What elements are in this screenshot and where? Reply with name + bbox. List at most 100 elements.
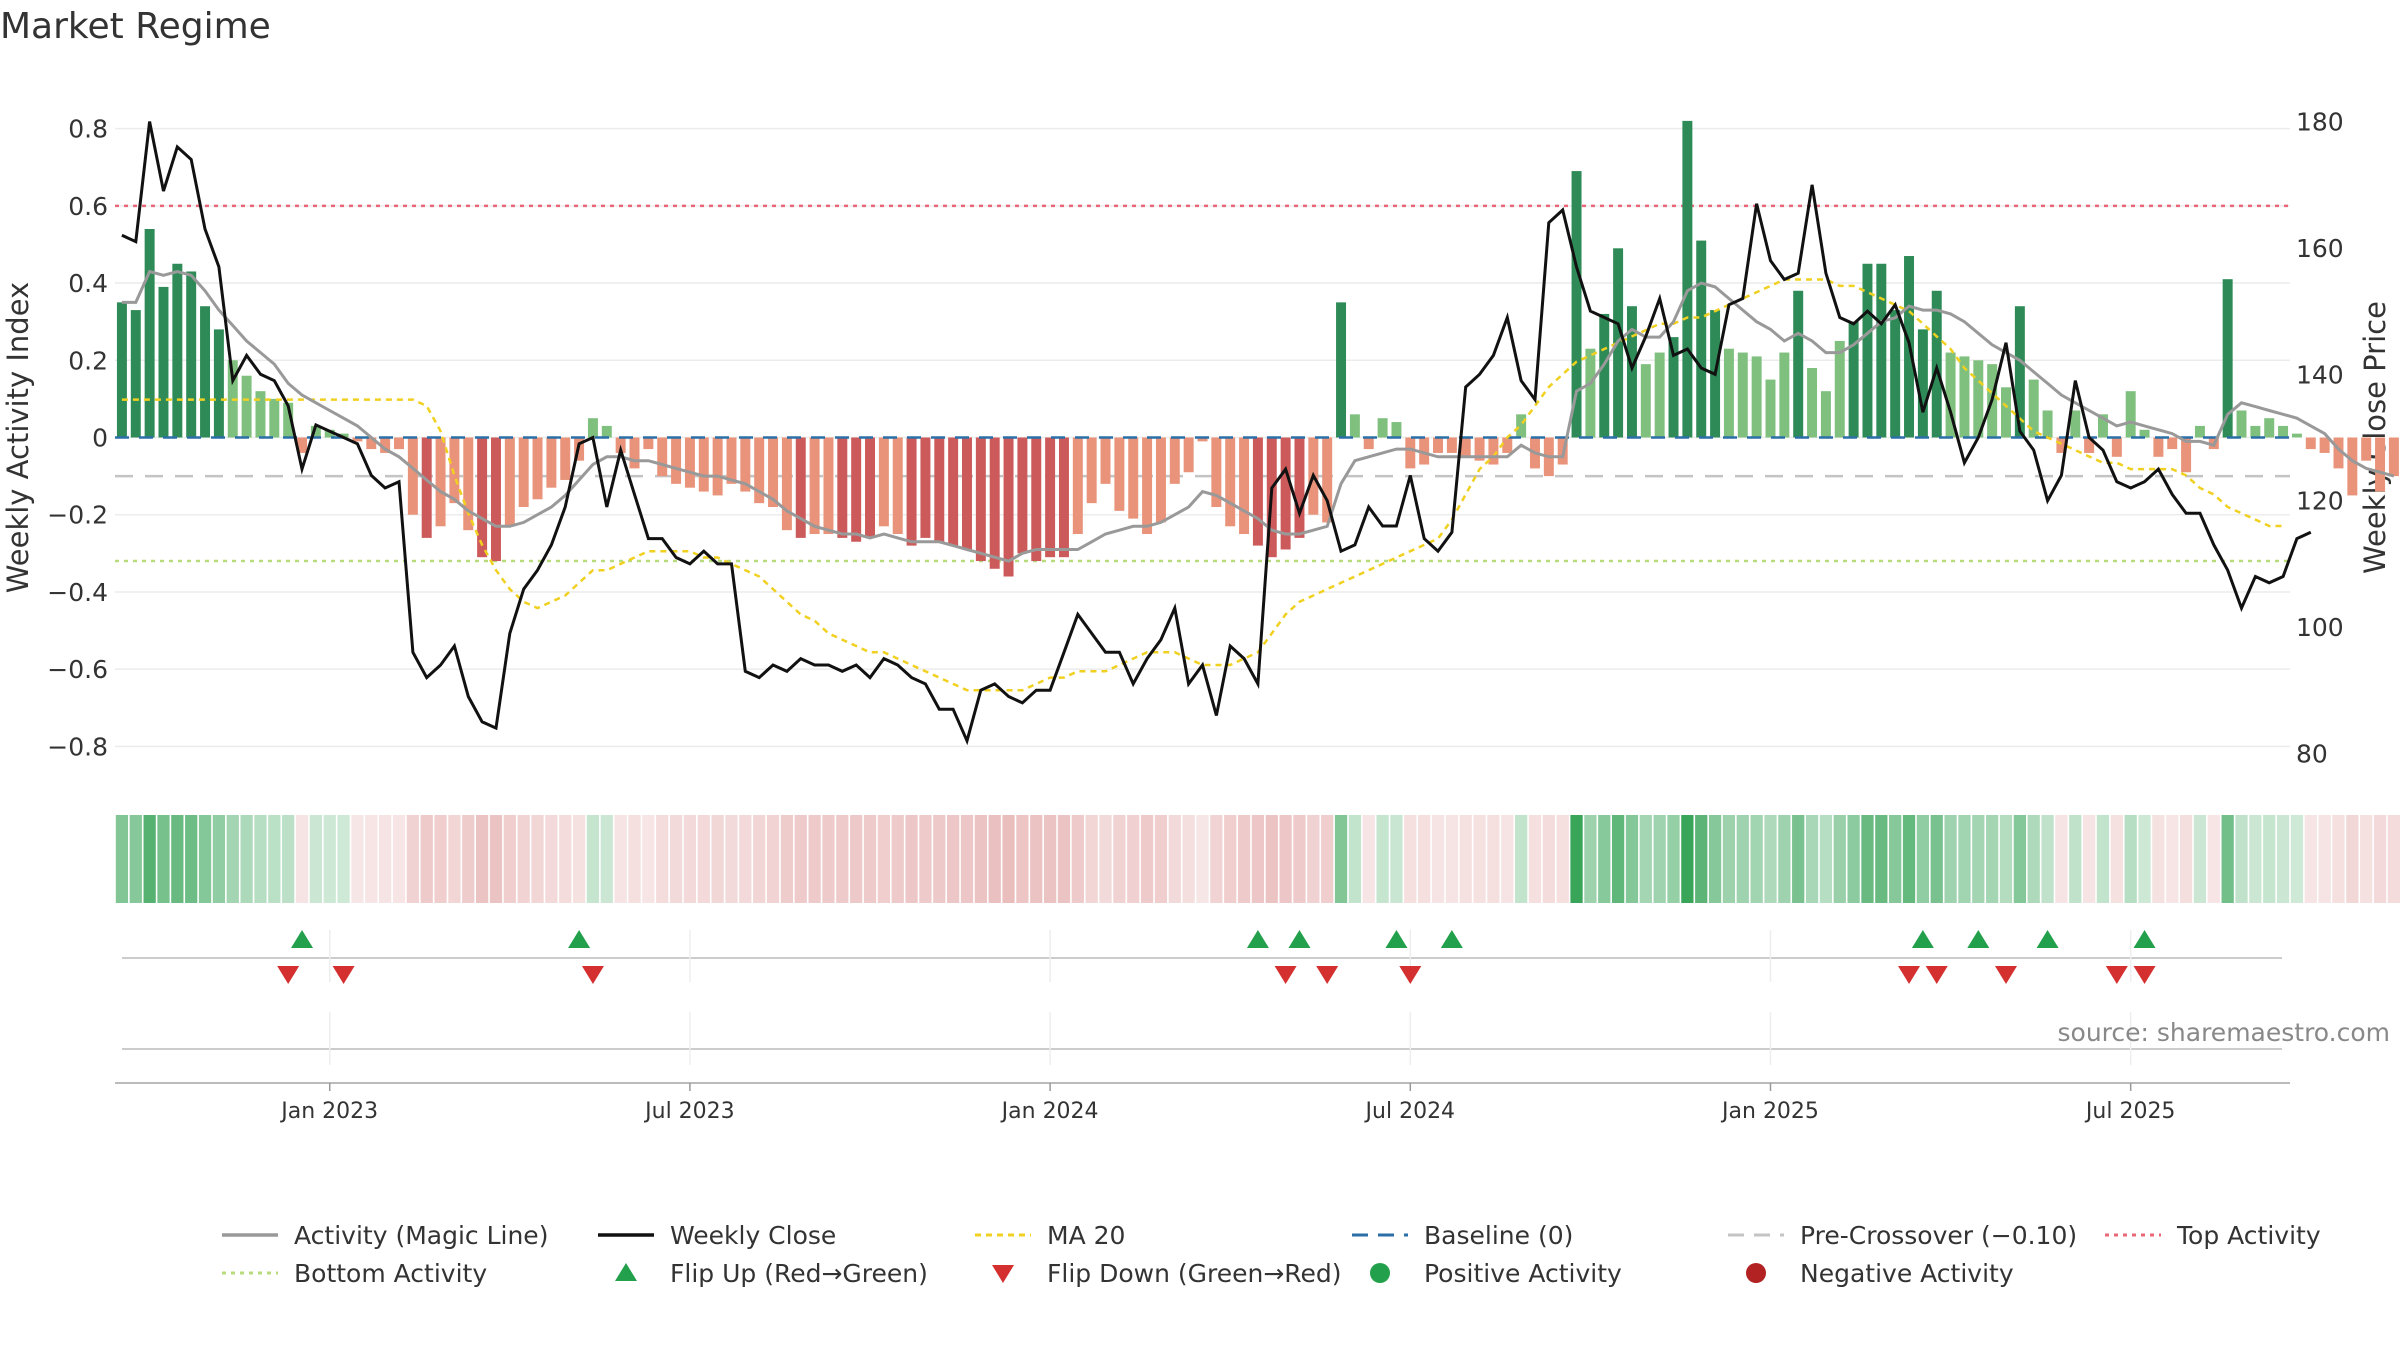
activity-bar <box>1696 240 1707 438</box>
flip-up-marker <box>1288 930 1311 948</box>
activity-bar <box>892 437 903 535</box>
regime-strip-cell <box>295 815 309 903</box>
activity-bar <box>906 437 917 546</box>
regime-strip-cell <box>794 815 807 903</box>
regime-strip-cell <box>1016 815 1029 903</box>
regime-strip-cell <box>1362 815 1375 903</box>
regime-strip-cell <box>808 815 821 903</box>
legend-label: Negative Activity <box>1800 1259 2014 1288</box>
regime-strip-cell <box>503 815 516 903</box>
flip-down-marker <box>1898 966 1921 984</box>
activity-bar <box>477 437 488 558</box>
activity-bar <box>283 402 294 438</box>
activity-bar <box>1751 356 1762 438</box>
regime-strip-cell <box>1293 815 1306 903</box>
activity-bar <box>435 437 446 527</box>
activity-bar <box>2305 437 2316 450</box>
activity-bar <box>1294 437 1305 538</box>
regime-strip-cell <box>1889 815 1902 903</box>
legend-label: Bottom Activity <box>294 1259 487 1288</box>
regime-strip-cell <box>2041 815 2054 903</box>
regime-strip-cell <box>1722 815 1736 903</box>
activity-bar <box>2361 437 2372 461</box>
activity-bar <box>1086 437 1097 504</box>
weekly-close-line <box>121 121 2312 746</box>
activity-bar <box>338 433 349 438</box>
activity-bar <box>601 425 612 438</box>
activity-bar <box>1003 437 1014 577</box>
y-tick-label-left: 0.2 <box>68 346 108 375</box>
flip-down-marker <box>2133 966 2156 984</box>
regime-strip-cell <box>1639 815 1652 903</box>
activity-bar <box>1848 321 1859 438</box>
regime-strip-cell <box>2166 815 2179 903</box>
flip-up-marker <box>568 930 591 948</box>
activity-bar <box>1654 352 1665 438</box>
regime-strip-cell <box>1542 815 1555 903</box>
legend-label: Flip Up (Red→Green) <box>670 1259 928 1288</box>
regime-strip-cell <box>1958 815 1971 903</box>
regime-strip-cell <box>1487 815 1500 903</box>
activity-bar <box>1585 348 1596 438</box>
regime-strip-cell <box>1847 815 1860 903</box>
activity-bar <box>449 437 460 504</box>
y-tick-label-right: 160 <box>2296 234 2344 263</box>
x-tick-label: Jul 2023 <box>643 1099 735 1124</box>
activity-bar <box>1862 263 1873 438</box>
regime-strip-cell <box>1556 815 1569 903</box>
activity-bar <box>684 437 695 488</box>
regime-strip-cell <box>1279 815 1292 903</box>
activity-bar <box>2236 410 2247 438</box>
activity-bar <box>1723 348 1734 438</box>
regime-strip-cell <box>1224 815 1237 903</box>
activity-bar <box>241 375 252 438</box>
activity-bar <box>172 263 183 438</box>
activity-bar <box>1114 437 1125 511</box>
regime-strip-cell <box>185 815 198 903</box>
regime-strip-cell <box>559 815 572 903</box>
regime-strip-cell <box>1999 815 2013 903</box>
activity-bar <box>1336 302 1347 438</box>
regime-strip-cell <box>1043 815 1057 903</box>
regime-strip-cell <box>1085 815 1098 903</box>
activity-bar <box>213 329 224 438</box>
regime-strip-cell <box>1154 815 1168 903</box>
activity-bar <box>920 437 931 538</box>
regime-strip-cell <box>2276 815 2290 903</box>
activity-bar <box>1169 437 1180 484</box>
legend-label: MA 20 <box>1047 1221 1125 1250</box>
regime-strip-cell <box>254 815 267 903</box>
regime-strip-cell <box>1071 815 1084 903</box>
regime-strip-cell <box>656 815 669 903</box>
regime-strip-cell <box>697 815 710 903</box>
activity-bar <box>1211 437 1222 507</box>
activity-bar <box>518 437 529 507</box>
activity-bar <box>1446 437 1457 453</box>
activity-bar <box>1155 437 1166 523</box>
y-tick-label-left: −0.4 <box>47 578 108 607</box>
regime-strip-cell <box>877 815 890 903</box>
activity-bar <box>837 437 848 538</box>
activity-bar <box>948 437 959 546</box>
regime-strip-cell <box>1708 815 1722 903</box>
regime-strip-cell <box>1861 815 1874 903</box>
regime-strip-cell <box>2290 815 2304 903</box>
activity-bar <box>657 437 668 477</box>
activity-bar <box>2056 437 2067 453</box>
activity-bar <box>781 437 792 531</box>
flip-down-marker <box>332 966 355 984</box>
regime-strip-cell <box>143 815 156 903</box>
y-axis-label-left: Weekly Activity Index <box>1 282 35 593</box>
activity-bar <box>144 229 155 438</box>
regime-strip-cell <box>1653 815 1666 903</box>
regime-strip-cell <box>2221 815 2234 903</box>
activity-bar <box>380 437 391 453</box>
y-tick-label-left: 0 <box>92 424 108 453</box>
regime-strip-cell <box>1265 815 1278 903</box>
activity-bar <box>200 306 211 438</box>
activity-bar <box>1737 352 1748 438</box>
regime-strip-cell <box>1251 815 1265 903</box>
regime-strip-cell <box>1528 815 1542 903</box>
source-label: source: sharemaestro.com <box>2058 1018 2391 1047</box>
